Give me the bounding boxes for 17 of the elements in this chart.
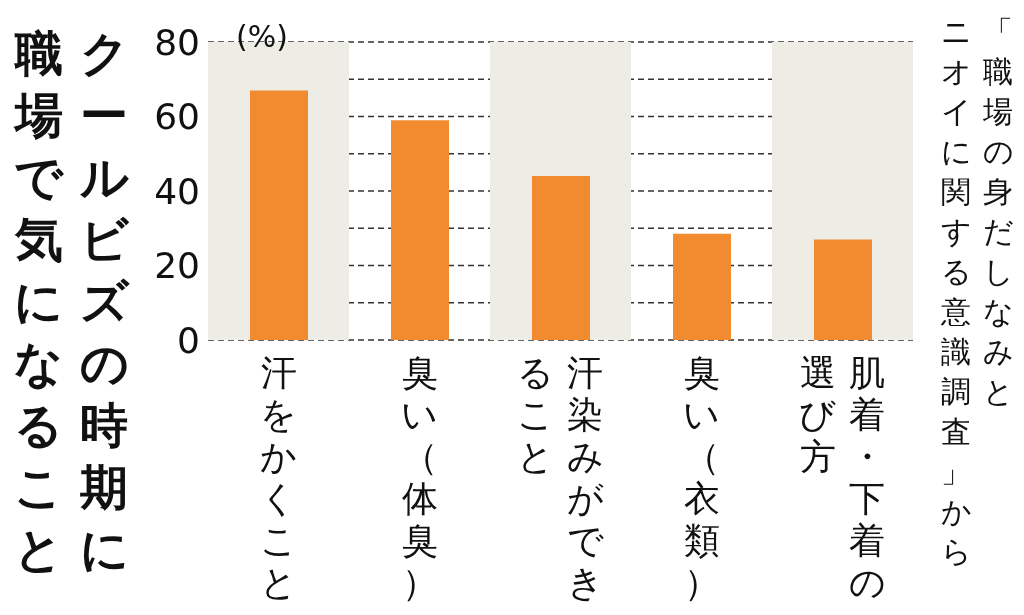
category-label: 汗染みができること xyxy=(517,352,604,603)
bar xyxy=(532,176,590,340)
text: ニオイに関する意識調査」から xyxy=(940,14,972,569)
bar xyxy=(814,239,872,340)
category-label: 肌着・下着の選び方 xyxy=(799,352,886,603)
text: 「職場の身だしなみと xyxy=(982,14,1014,409)
bar xyxy=(673,233,731,340)
y-tick-label: 60 xyxy=(154,96,200,138)
y-tick-label: 40 xyxy=(154,170,200,212)
x-tick-label: 臭い（衣類） xyxy=(683,352,720,603)
bar xyxy=(391,120,449,340)
y-tick-label: 0 xyxy=(177,319,200,361)
chart-title: クールビズの時期に職場で気になること xyxy=(14,25,129,577)
y-tick-label: 80 xyxy=(154,21,200,63)
y-tick-label: 20 xyxy=(154,245,200,287)
x-tick-label: 汗をかくこと xyxy=(260,352,297,603)
x-tick-label: 臭い（体臭） xyxy=(401,352,438,603)
